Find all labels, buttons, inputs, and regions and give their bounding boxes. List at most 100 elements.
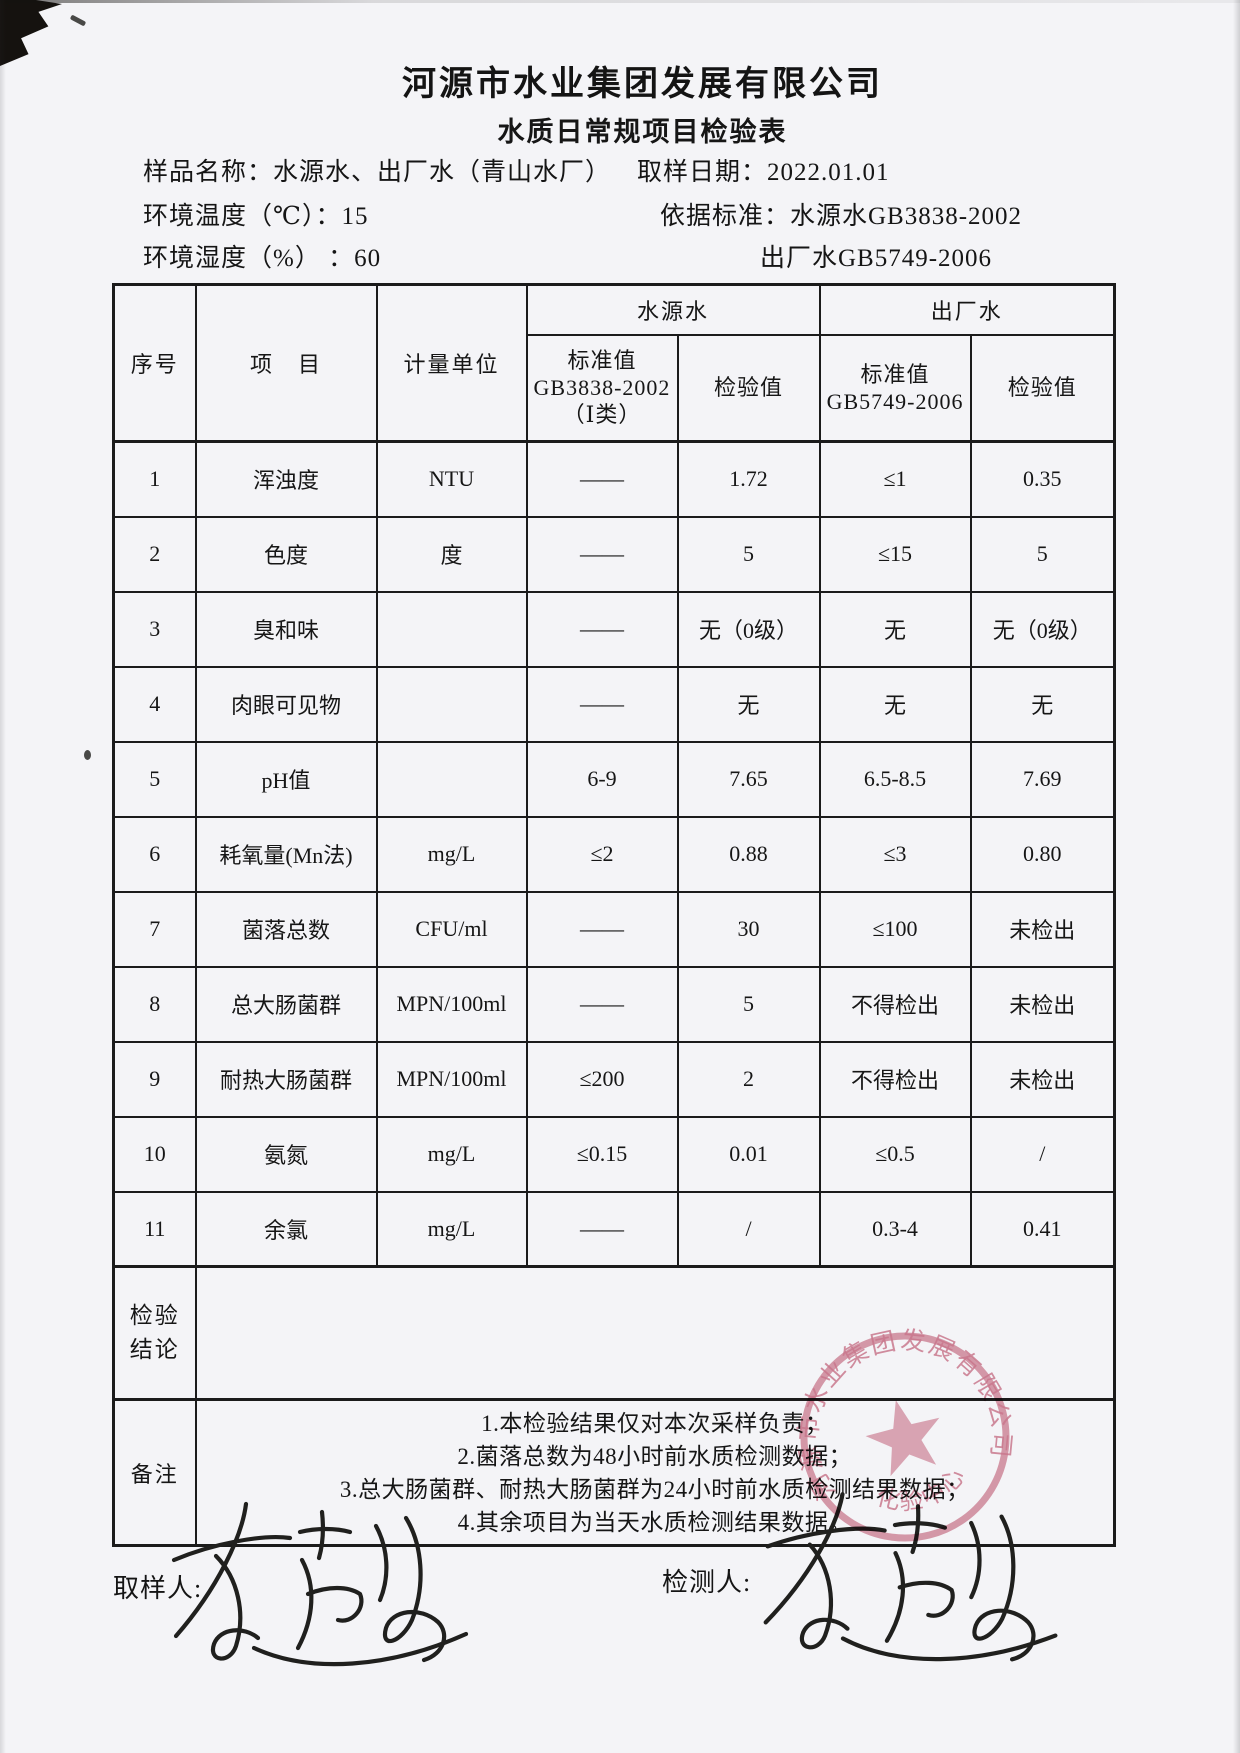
cell-item: 臭和味 — [194, 590, 378, 668]
cell-item: 菌落总数 — [194, 890, 378, 968]
cell-std-source: —— — [525, 890, 679, 968]
cell-val-outlet: 未检出 — [969, 1040, 1116, 1118]
col-header-std-source: 标准值 GB3838-2002 （Ⅰ类） — [525, 333, 679, 443]
scan-left-edge-shade — [0, 0, 6, 1753]
cell-unit — [375, 590, 528, 668]
cell-seq: 9 — [112, 1040, 197, 1118]
cell-val-outlet: 5 — [969, 515, 1116, 593]
table-row: 3 臭和味 —— 无（0级）无无（0级） — [112, 590, 1116, 668]
cell-std-outlet: 6.5-8.5 — [818, 740, 972, 818]
company-seal-stamp: 河源市水业集团发展有限公司 化验中心 — [771, 1304, 1023, 1542]
scan-corner-artifact — [0, 0, 62, 66]
seal-star-icon — [865, 1400, 940, 1477]
std-label: 标准值 — [567, 348, 637, 374]
cell-std-source: —— — [525, 1190, 679, 1268]
cell-std-outlet: ≤1 — [818, 440, 972, 518]
sample-name-field: 样品名称：水源水、出厂水（青山水厂） — [143, 159, 612, 186]
tester-label: 检测人: — [662, 1568, 752, 1597]
cell-val-outlet: 0.41 — [969, 1190, 1116, 1268]
scan-right-edge-shade — [1233, 0, 1240, 1753]
remark-line: 3.总大肠菌群、耐热大肠菌群为24小时前水质检测结果数据； — [339, 1476, 970, 1502]
cell-val-outlet: 无 — [969, 665, 1116, 743]
cell-unit: NTU — [375, 440, 528, 518]
table-row: 1 浑浊度 NTU —— 1.72 ≤1 0.35 — [112, 440, 1116, 518]
table-row: 4 肉眼可见物 —— 无无无 — [112, 665, 1116, 743]
cell-item: 肉眼可见物 — [194, 665, 378, 743]
sampler-label: 取样人: — [113, 1574, 203, 1603]
cell-std-source: —— — [525, 440, 679, 518]
table-row: 8 总大肠菌群 MPN/100ml —— 5 不得检出 未检出 — [112, 965, 1116, 1043]
cell-item: 耐热大肠菌群 — [194, 1040, 378, 1118]
cell-val-source: 0.88 — [676, 815, 821, 893]
conclusion-row: 检验 结论 — [112, 1265, 1116, 1401]
conclusion-label: 检验 结论 — [112, 1265, 197, 1401]
table-row: 2 色度度 —— 5 ≤15 5 — [112, 515, 1116, 593]
cell-unit: MPN/100ml — [375, 1040, 528, 1118]
cell-unit: mg/L — [375, 815, 528, 893]
cell-seq: 5 — [112, 740, 197, 818]
cell-seq: 10 — [112, 1115, 197, 1193]
cell-seq: 8 — [112, 965, 197, 1043]
cell-std-source: —— — [525, 665, 679, 743]
cell-unit — [375, 665, 528, 743]
standard-reference-2: 出厂水GB5749-2006 — [760, 245, 993, 272]
cell-val-outlet: 未检出 — [969, 965, 1116, 1043]
seal-center-text: 化验中心 — [867, 1459, 977, 1526]
ink-streak-artifact — [69, 14, 87, 27]
cell-val-source: 7.65 — [676, 740, 821, 818]
cell-val-source: 2 — [676, 1040, 821, 1118]
cell-val-outlet: 未检出 — [969, 890, 1116, 968]
remark-line: 4.其余项目为当天水质检测结果数据。 — [457, 1509, 852, 1535]
std-code: GB5749-2006 — [826, 388, 964, 414]
cell-seq: 11 — [112, 1190, 197, 1268]
col-header-seq: 序号 — [112, 283, 197, 443]
sampler-signature — [150, 1496, 490, 1681]
cell-unit — [375, 740, 528, 818]
conclusion-content — [194, 1265, 1116, 1401]
cell-std-outlet: 0.3-4 — [818, 1190, 972, 1268]
cell-std-source: —— — [525, 965, 679, 1043]
conclusion-label-line: 检验 — [129, 1303, 180, 1328]
env-humidity-field: 环境湿度（%） ：60 — [143, 245, 382, 272]
table-group-header-row: 序号 项 目 计量单位 水源水 出厂水 — [112, 283, 1116, 443]
cell-item: 浑浊度 — [194, 440, 378, 518]
cell-val-source: 5 — [676, 515, 821, 593]
cell-val-source: / — [676, 1190, 821, 1268]
cell-std-source: —— — [525, 590, 679, 668]
cell-item: 余氯 — [194, 1190, 378, 1268]
group-header-outlet-water: 出厂水 — [818, 283, 1116, 336]
cell-val-outlet: / — [969, 1115, 1116, 1193]
company-name-heading: 河源市水业集团发展有限公司 — [402, 64, 883, 104]
cell-seq: 2 — [112, 515, 197, 593]
document-title: 水质日常规项目检验表 — [497, 117, 788, 148]
scan-top-edge-artifact — [0, 0, 1240, 3]
cell-seq: 3 — [112, 590, 197, 668]
table-row: 11 余氯 mg/L ——/0.3-4 0.41 — [112, 1190, 1116, 1268]
table-row: 9 耐热大肠菌群 MPN/100ml ≤200 2 不得检出 未检出 — [112, 1040, 1116, 1118]
remark-line: 1.本检验结果仅对本次采样负责； — [481, 1410, 829, 1436]
cell-val-source: 无 — [676, 665, 821, 743]
cell-val-outlet: 无（0级） — [969, 590, 1116, 668]
cell-std-source: ≤0.15 — [525, 1115, 679, 1193]
cell-val-source: 1.72 — [676, 440, 821, 518]
cell-val-outlet: 0.80 — [969, 815, 1116, 893]
std-code: GB3838-2002 — [533, 375, 671, 401]
inspection-table: 序号 项 目 计量单位 水源水 出厂水 标准值 GB3838-2002 （Ⅰ类）… — [112, 283, 1117, 1547]
cell-seq: 1 — [112, 440, 197, 518]
col-header-unit: 计量单位 — [375, 283, 528, 443]
cell-val-source: 5 — [676, 965, 821, 1043]
col-header-std-outlet: 标准值 GB5749-2006 — [818, 333, 972, 443]
remark-line: 2.菌落总数为48小时前水质检测数据； — [457, 1443, 853, 1469]
cell-unit: CFU/ml — [375, 890, 528, 968]
col-header-val-source: 检验值 — [676, 333, 821, 443]
table-sub-header-row: 标准值 GB3838-2002 （Ⅰ类） 检验值 标准值 GB5749-2006… — [114, 333, 1116, 443]
cell-seq: 4 — [112, 665, 197, 743]
cell-val-outlet: 0.35 — [969, 440, 1116, 518]
cell-unit: mg/L — [375, 1115, 528, 1193]
cell-item: pH值 — [194, 740, 378, 818]
cell-std-outlet: ≤0.5 — [818, 1115, 972, 1193]
cell-seq: 7 — [112, 890, 197, 968]
cell-std-outlet: 无 — [818, 590, 972, 668]
table-row: 6 耗氧量(Mn法) mg/L ≤2 0.88 ≤3 0.80 — [112, 815, 1116, 893]
